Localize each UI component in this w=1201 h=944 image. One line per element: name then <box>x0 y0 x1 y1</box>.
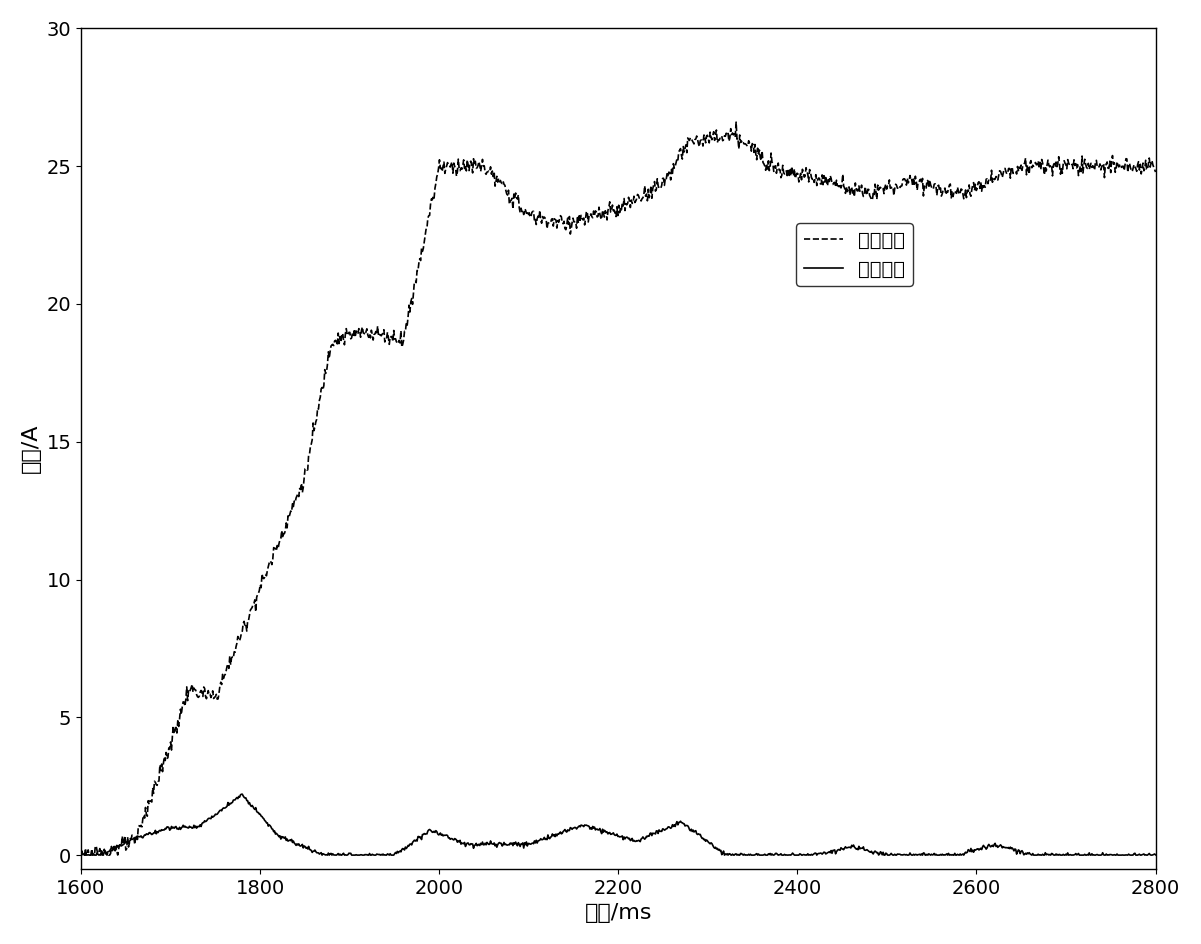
制动电流 <box>640 831 655 842</box>
Line: 制动电流: 制动电流 <box>80 794 1155 855</box>
制动电流 <box>73 849 88 860</box>
Legend: 差动电流, 制动电流: 差动电流, 制动电流 <box>796 223 913 286</box>
制动电流 <box>663 822 677 834</box>
差动电流 <box>539 223 554 234</box>
差动电流 <box>639 191 653 202</box>
制动电流 <box>542 833 556 844</box>
制动电流 <box>217 802 232 814</box>
Y-axis label: 幅値/A: 幅値/A <box>20 424 41 473</box>
差动电流 <box>1148 166 1163 177</box>
Line: 差动电流: 差动电流 <box>80 122 1155 855</box>
差动电流 <box>73 850 88 861</box>
制动电流 <box>77 850 91 861</box>
差动电流 <box>729 116 743 127</box>
制动电流 <box>257 813 271 824</box>
差动电流 <box>661 170 675 181</box>
制动电流 <box>235 788 250 800</box>
差动电流 <box>216 673 231 684</box>
制动电流 <box>437 830 452 841</box>
差动电流 <box>436 160 450 172</box>
差动电流 <box>255 568 269 580</box>
制动电流 <box>1148 850 1163 861</box>
X-axis label: 时间/ms: 时间/ms <box>585 903 652 923</box>
